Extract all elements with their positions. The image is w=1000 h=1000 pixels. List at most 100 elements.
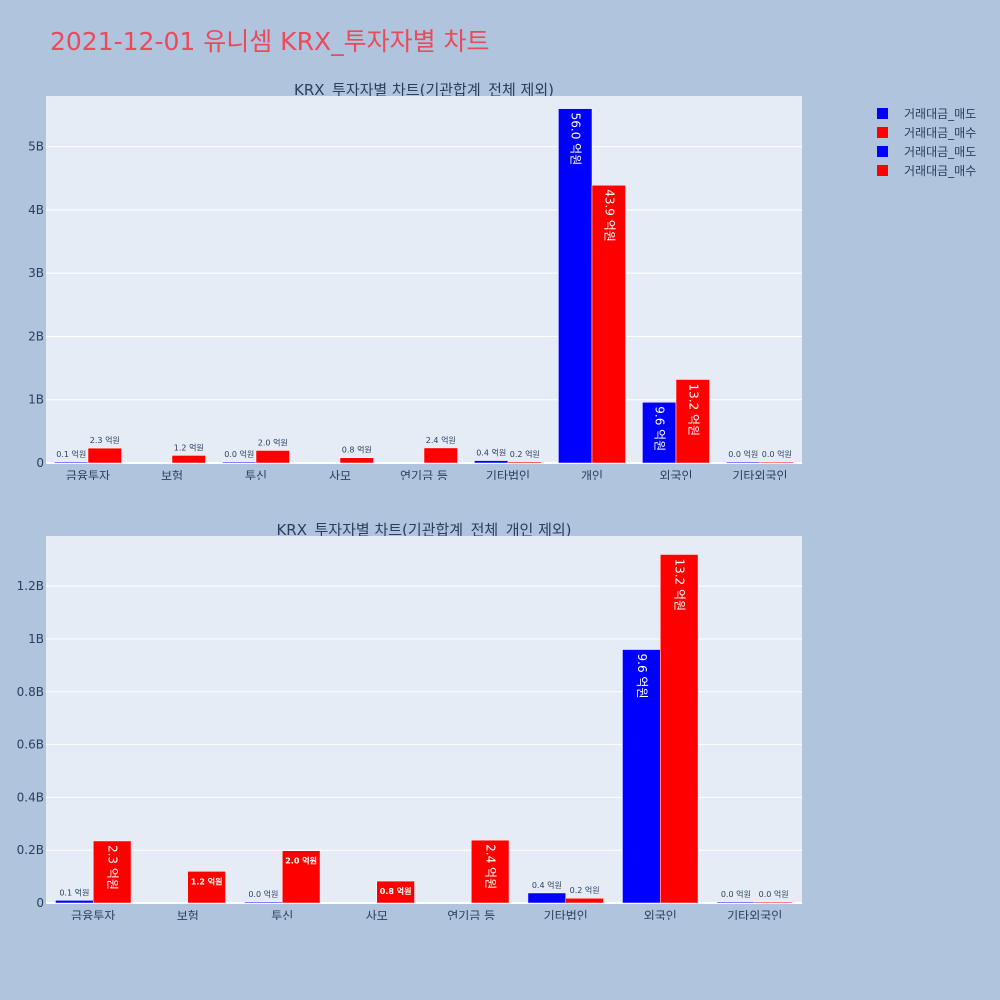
bar-sell: [55, 900, 94, 904]
chart-title: KRX_투자자별 차트(기관합계_전체_개인 제외): [276, 521, 571, 540]
bar-sell: [716, 901, 756, 904]
y-tick-label: 4B: [28, 203, 44, 217]
x-tick-label: 보험: [161, 469, 183, 480]
bar-sell: [642, 402, 677, 464]
y-tick-label: 0.2B: [17, 843, 44, 857]
legend-item-sell-2[interactable]: 거래대금_매도: [870, 142, 976, 161]
data-label: 0.8 억원: [342, 445, 372, 455]
chart-title: KRX_투자자별 차트(기관합계_전체 제외): [294, 81, 554, 100]
bar-sell: [474, 460, 509, 464]
legend-label: 거래대금_매도: [904, 145, 977, 159]
data-label: 2.4 억원: [484, 844, 498, 889]
data-label: 2.3 억원: [90, 435, 120, 445]
bar-buy: [754, 901, 793, 904]
data-label: 43.9 억원: [602, 189, 616, 242]
data-label: 1.2 억원: [174, 442, 204, 452]
y-tick-label: 0: [36, 456, 44, 470]
bar-sell: [527, 892, 567, 904]
x-tick-label: 사모: [366, 909, 388, 920]
x-tick-label: 외국인: [659, 469, 692, 480]
legend-label: 거래대금_매수: [904, 164, 977, 178]
bar-sell: [222, 461, 257, 464]
x-tick-label: 금융투자: [66, 469, 110, 480]
bar-sell: [622, 649, 661, 904]
data-label: 2.3 억원: [106, 845, 120, 890]
data-label: 0.4 억원: [476, 448, 506, 458]
bar-buy: [660, 554, 699, 904]
bar-sell: [726, 461, 761, 464]
bar-buy: [423, 447, 458, 464]
data-label: 0.1 억원: [59, 887, 89, 897]
y-tick-label: 0.8B: [17, 685, 44, 699]
data-label: 0.0 억원: [762, 449, 792, 459]
bar-buy: [376, 880, 415, 904]
bar-buy: [565, 897, 604, 904]
data-label: 2.4 억원: [426, 435, 456, 445]
x-tick-label: 보험: [177, 909, 199, 920]
data-label: 13.2 억원: [673, 558, 687, 611]
y-tick-label: 0.4B: [17, 790, 44, 804]
x-tick-label: 투신: [245, 469, 267, 480]
bar-buy: [93, 840, 132, 904]
data-label: 13.2 억원: [686, 383, 700, 436]
bar-buy: [339, 457, 374, 464]
bar-buy: [171, 455, 206, 464]
legend-swatch: [877, 165, 888, 176]
x-tick-label: 연기금 등: [400, 469, 448, 480]
bar-buy: [255, 450, 290, 464]
legend-item-buy-2[interactable]: 거래대금_매수: [870, 161, 976, 180]
data-label: 0.0 억원: [759, 889, 789, 899]
data-label: 0.0 억원: [721, 889, 751, 899]
chart-bottom: KRX_투자자별 차트(기관합계_전체_개인 제외) 0 0.2B 0.4B 0.6B 0…: [17, 521, 802, 920]
data-label: 0.4 억원: [532, 880, 562, 890]
data-label: 0.2 억원: [510, 449, 540, 459]
bar-buy: [507, 461, 542, 464]
y-tick-label: 5B: [28, 140, 44, 154]
bar-buy: [471, 839, 510, 904]
bar-sell: [54, 461, 89, 464]
legend: 거래대금_매도 거래대금_매수 거래대금_매도 거래대금_매수: [870, 104, 976, 180]
x-tick-label: 개인: [581, 469, 603, 480]
data-label: 0.0 억원: [248, 889, 278, 899]
y-tick-label: 0.6B: [17, 738, 44, 752]
bar-buy: [759, 461, 794, 464]
data-label: 0.2 억원: [570, 885, 600, 895]
y-tick-label: 1B: [28, 393, 44, 407]
y-tick-label: 3B: [28, 266, 44, 280]
x-tick-label: 투신: [271, 909, 293, 920]
legend-label: 거래대금_매수: [904, 126, 977, 140]
legend-swatch: [877, 127, 888, 138]
data-label: 0.0 억원: [224, 449, 254, 459]
data-label: 2.0 억원: [258, 437, 288, 447]
data-label: 9.6 억원: [635, 654, 649, 699]
legend-swatch: [877, 146, 888, 157]
x-tick-label: 사모: [329, 469, 351, 480]
data-label: 0.1 억원: [56, 449, 86, 459]
x-tick-label: 연기금 등: [447, 909, 495, 920]
bar-sell: [244, 901, 283, 904]
legend-label: 거래대금_매도: [904, 107, 977, 121]
y-tick-label: 1B: [28, 632, 44, 646]
data-label: 0.0 억원: [728, 449, 758, 459]
bar-buy: [187, 871, 226, 904]
data-label: 1.2 억원: [191, 876, 223, 886]
bar-buy: [675, 379, 710, 464]
x-tick-label: 기타법인: [544, 909, 588, 920]
x-tick-label: 기타법인: [486, 469, 530, 480]
bar-buy: [591, 184, 626, 464]
x-tick-label: 외국인: [644, 909, 677, 920]
page-title: 2021-12-01 유니셈 KRX_투자자별 차트: [50, 27, 490, 56]
x-tick-label: 기타외국인: [732, 469, 787, 480]
legend-item-buy-1[interactable]: 거래대금_매수: [870, 123, 976, 142]
data-label: 2.0 억원: [285, 856, 317, 866]
x-tick-label: 금융투자: [71, 909, 115, 920]
x-tick-label: 기타외국인: [727, 909, 782, 920]
bar-sell: [558, 108, 593, 464]
data-label: 0.8 억원: [380, 886, 412, 896]
bar-buy: [282, 850, 321, 904]
data-label: 9.6 억원: [653, 406, 667, 451]
y-tick-label: 1.2B: [17, 579, 44, 593]
y-tick-label: 2B: [28, 329, 44, 343]
bar-buy: [87, 447, 122, 464]
legend-item-sell-1[interactable]: 거래대금_매도: [870, 104, 976, 123]
